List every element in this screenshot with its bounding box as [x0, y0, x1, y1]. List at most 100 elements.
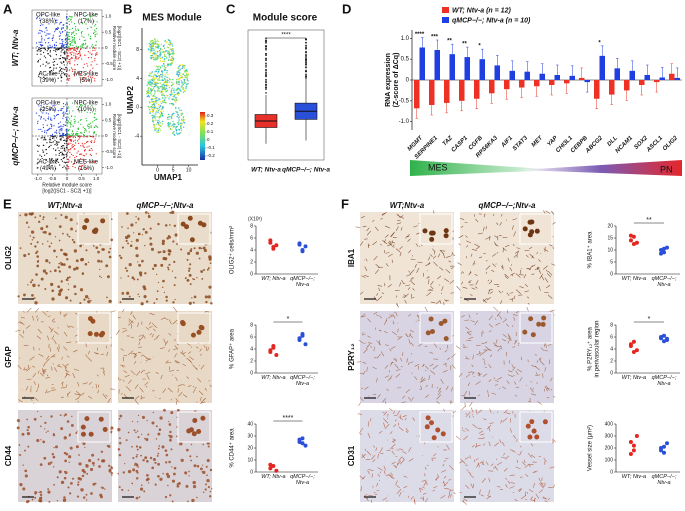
cell-dot: [43, 64, 44, 65]
stain-cell: [121, 226, 123, 228]
stain-cell: [119, 255, 121, 257]
bar: [624, 80, 630, 90]
cell-dot: [72, 69, 73, 70]
cell-dot: [79, 51, 80, 52]
cell-dot: [67, 32, 68, 33]
stain-cell: [46, 225, 49, 228]
stain-cell: [126, 270, 128, 272]
x-category-label: qMCP−/−; Ntv-a: [288, 276, 318, 288]
stain-cell: [59, 225, 62, 228]
cell-dot: [65, 151, 66, 152]
inset-cell: [84, 218, 89, 223]
inset-cell: [444, 336, 449, 341]
stain-cell: [40, 426, 42, 428]
stain-cell: [22, 487, 25, 490]
stain-cell: [86, 499, 87, 500]
cell-dot: [89, 131, 90, 132]
cell-dot: [43, 139, 44, 140]
cell-dot: [76, 56, 77, 57]
umap-cell: [172, 124, 173, 125]
umap-cell: [172, 104, 173, 105]
outlier: [265, 66, 267, 68]
cell-dot: [63, 113, 64, 114]
stain-cell: [70, 447, 73, 450]
stain-cell: [47, 430, 49, 432]
cell-dot: [70, 148, 71, 149]
cell-dot: [76, 51, 77, 52]
umap-cell: [164, 76, 165, 77]
umap-cell: [186, 71, 187, 72]
umap-cell: [172, 79, 173, 80]
cell-dot: [47, 53, 48, 54]
quadrant-label: (25%): [40, 107, 56, 113]
stain-cell: [43, 216, 45, 218]
panel-title: Module score: [253, 13, 318, 24]
cell-dot: [53, 35, 54, 36]
column-title: WT;Ntv-a: [390, 201, 425, 210]
umap-cell: [153, 106, 154, 107]
umap-cell: [169, 87, 170, 88]
significance: ****: [282, 415, 293, 422]
stain-cell: [38, 284, 40, 286]
umap-cell: [153, 88, 154, 89]
inset-cell: [536, 322, 541, 327]
umap-cell: [165, 80, 166, 81]
stain-cell: [80, 258, 83, 261]
cell-dot: [42, 31, 43, 32]
umap-cell: [185, 86, 186, 87]
inset-cell: [82, 225, 87, 230]
stain-fiber: [493, 307, 498, 311]
cell-dot: [65, 113, 66, 114]
umap-cell: [170, 94, 171, 95]
stain-cell: [36, 265, 39, 268]
umap-cell: [155, 77, 156, 78]
data-point: [271, 344, 275, 348]
umap-cell: [158, 131, 159, 132]
umap-cell: [153, 83, 154, 84]
umap-cell: [155, 114, 156, 115]
umap-cell: [172, 84, 173, 85]
bar: [444, 80, 450, 103]
stain-cell: [134, 464, 135, 465]
cell-dot: [89, 52, 90, 53]
cell-dot: [67, 78, 68, 79]
stain-cell: [208, 286, 211, 289]
cell-dot: [56, 137, 57, 138]
stain-cell: [144, 456, 147, 459]
cell-dot: [40, 54, 41, 55]
y-tick-label: 0: [610, 469, 613, 475]
bar: [660, 78, 666, 81]
stain-cell: [201, 248, 203, 250]
outlier: [265, 84, 267, 86]
y-tick-label: 10: [247, 457, 253, 463]
cell-dot: [44, 31, 45, 32]
x-axis-label: UMAP1: [154, 173, 183, 182]
stain-cell: [74, 249, 77, 252]
cell-dot: [47, 50, 48, 51]
quadrant-label: (10%): [78, 107, 94, 113]
umap-cell: [184, 90, 185, 91]
cell-dot: [69, 160, 70, 161]
cell-dot: [90, 38, 91, 39]
umap-cell: [151, 94, 152, 95]
umap-cell: [148, 75, 149, 76]
cell-dot: [59, 23, 60, 24]
y-tick-label: 6: [250, 334, 253, 340]
umap-cell: [154, 107, 155, 108]
stain-cell: [184, 471, 187, 474]
stain-cell: [202, 444, 204, 446]
cell-dot: [74, 23, 75, 24]
inset-cell: [543, 419, 548, 424]
cell-dot: [95, 110, 96, 111]
stain-cell: [99, 276, 101, 278]
stain-cell: [77, 477, 80, 480]
inset-cell: [444, 228, 449, 233]
umap-cell: [154, 73, 155, 74]
stain-cell: [133, 278, 135, 280]
umap-cell: [150, 88, 151, 89]
cell-dot: [87, 146, 88, 147]
stain-cell: [111, 218, 113, 220]
umap-cell: [171, 125, 172, 126]
stain-cell: [42, 243, 44, 245]
inset-cell: [422, 228, 427, 233]
